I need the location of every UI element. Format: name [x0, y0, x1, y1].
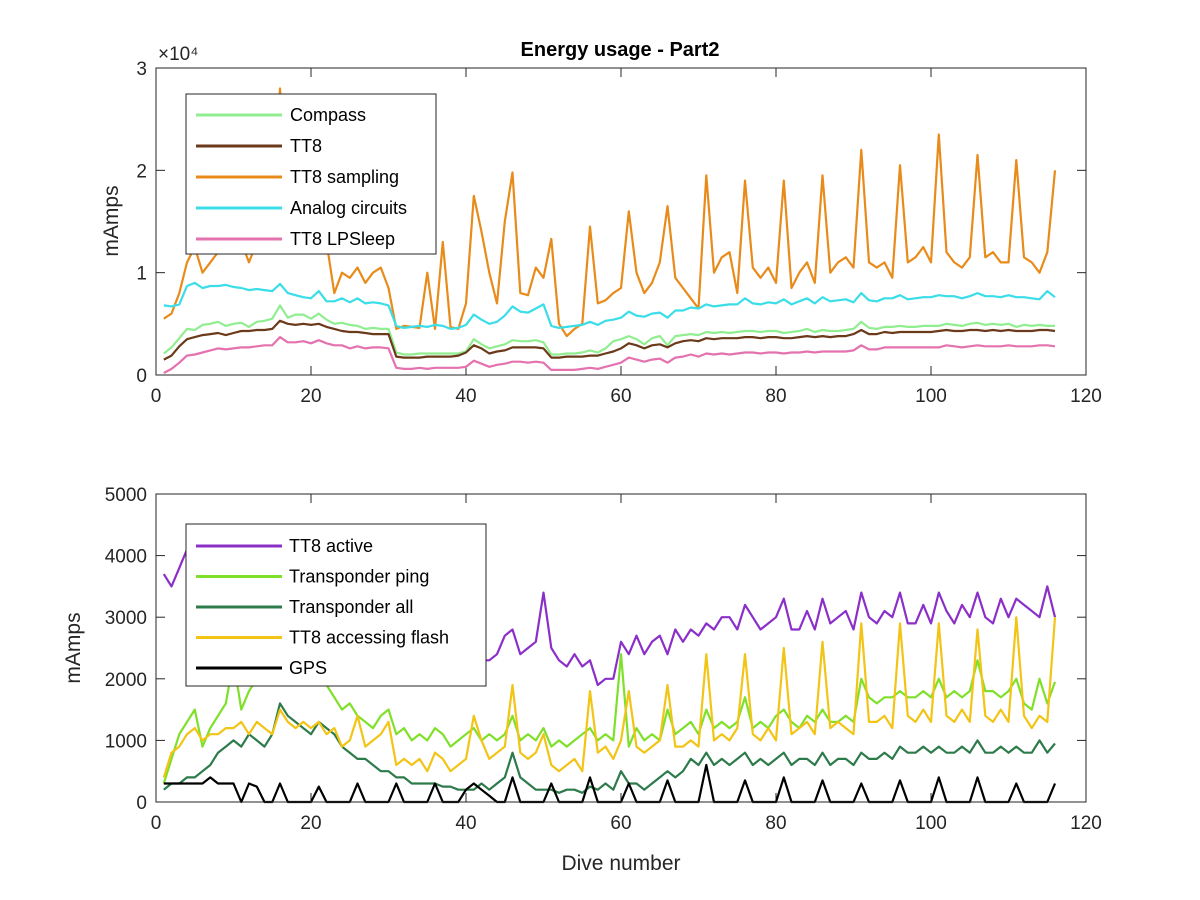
legend-label-compass: Compass	[290, 105, 366, 125]
x-tick-label: 120	[1070, 813, 1102, 834]
series-line-analog-circuits	[163, 281, 1056, 330]
top-legend-box	[185, 93, 437, 255]
x-tick-label: 20	[300, 813, 321, 834]
chart-title: Energy usage - Part2	[521, 39, 720, 61]
x-tick-label: 0	[151, 386, 162, 407]
y-tick-label: 0	[136, 793, 147, 814]
legend-label-tt8-sampling: TT8 sampling	[290, 167, 399, 187]
series-line-transponder-all	[163, 702, 1056, 794]
y-tick-label: 0	[136, 366, 147, 387]
y-tick-label: 3	[136, 59, 147, 80]
y-tick-label: 5000	[105, 485, 147, 506]
x-tick-label: 60	[610, 386, 631, 407]
y-tick-label: 1000	[105, 731, 147, 752]
x-tick-label: 80	[765, 386, 786, 407]
top-legend: Compass TT8 TT8 sampling Analog circuits TT8…	[185, 93, 437, 255]
y-exponent-label: ×10⁴	[158, 44, 198, 65]
x-axis-title: Dive number	[561, 852, 680, 875]
bottom-legend-box	[185, 523, 487, 687]
series-line-tt8	[163, 319, 1056, 361]
x-tick-label: 60	[610, 813, 631, 834]
legend-label-tt8-lpsleep: TT8 LPSleep	[290, 229, 395, 249]
top-plot-box	[155, 67, 1087, 376]
x-tick-label: 100	[915, 813, 947, 834]
y-axis-title: mAmps	[100, 185, 123, 256]
x-tick-label: 40	[455, 813, 476, 834]
bottom-ticks: 0 20 40 60 80 100 120 0 1000 2000 3000 4000 5000	[105, 485, 1102, 834]
x-tick-label: 80	[765, 813, 786, 834]
legend-label-tt8-active: TT8 active	[289, 536, 373, 556]
legend-label-gps: GPS	[289, 658, 327, 678]
chart-top: Energy usage - Part2 ×10⁴ mAmps 0 20 40 60 8…	[100, 39, 1102, 407]
top-ticks: 0 20 40 60 80 100 120 0 1 2 3	[136, 59, 1101, 407]
y-tick-label: 2000	[105, 670, 147, 691]
bottom-legend: TT8 active Transponder ping Transponder al…	[185, 523, 487, 687]
legend-label-transponder-all: Transponder all	[289, 597, 413, 617]
x-tick-label: 0	[151, 813, 162, 834]
series-line-tt8-accessing-flash	[162, 616, 1057, 778]
y-tick-label: 1	[136, 264, 147, 285]
series-line-tt8-lpsleep	[163, 336, 1056, 374]
x-tick-label: 120	[1070, 386, 1102, 407]
legend-label-transponder-ping: Transponder ping	[289, 567, 429, 587]
y-tick-label: 4000	[105, 547, 147, 568]
bottom-plot-box	[155, 493, 1087, 803]
y-axis-title: mAmps	[62, 612, 85, 683]
y-tick-label: 3000	[105, 608, 147, 629]
legend-label-tt8-accessing-flash: TT8 accessing flash	[289, 628, 449, 648]
x-tick-label: 40	[455, 386, 476, 407]
y-tick-label: 2	[136, 161, 147, 182]
series-line-compass	[163, 304, 1055, 356]
chart-bottom: mAmps Dive number 0 20 40 60 80 100 120 0 1000 20…	[62, 485, 1102, 875]
x-tick-label: 20	[300, 386, 321, 407]
legend-label-analog-circuits: Analog circuits	[290, 198, 407, 218]
x-tick-label: 100	[915, 386, 947, 407]
legend-label-tt8: TT8	[290, 136, 322, 156]
